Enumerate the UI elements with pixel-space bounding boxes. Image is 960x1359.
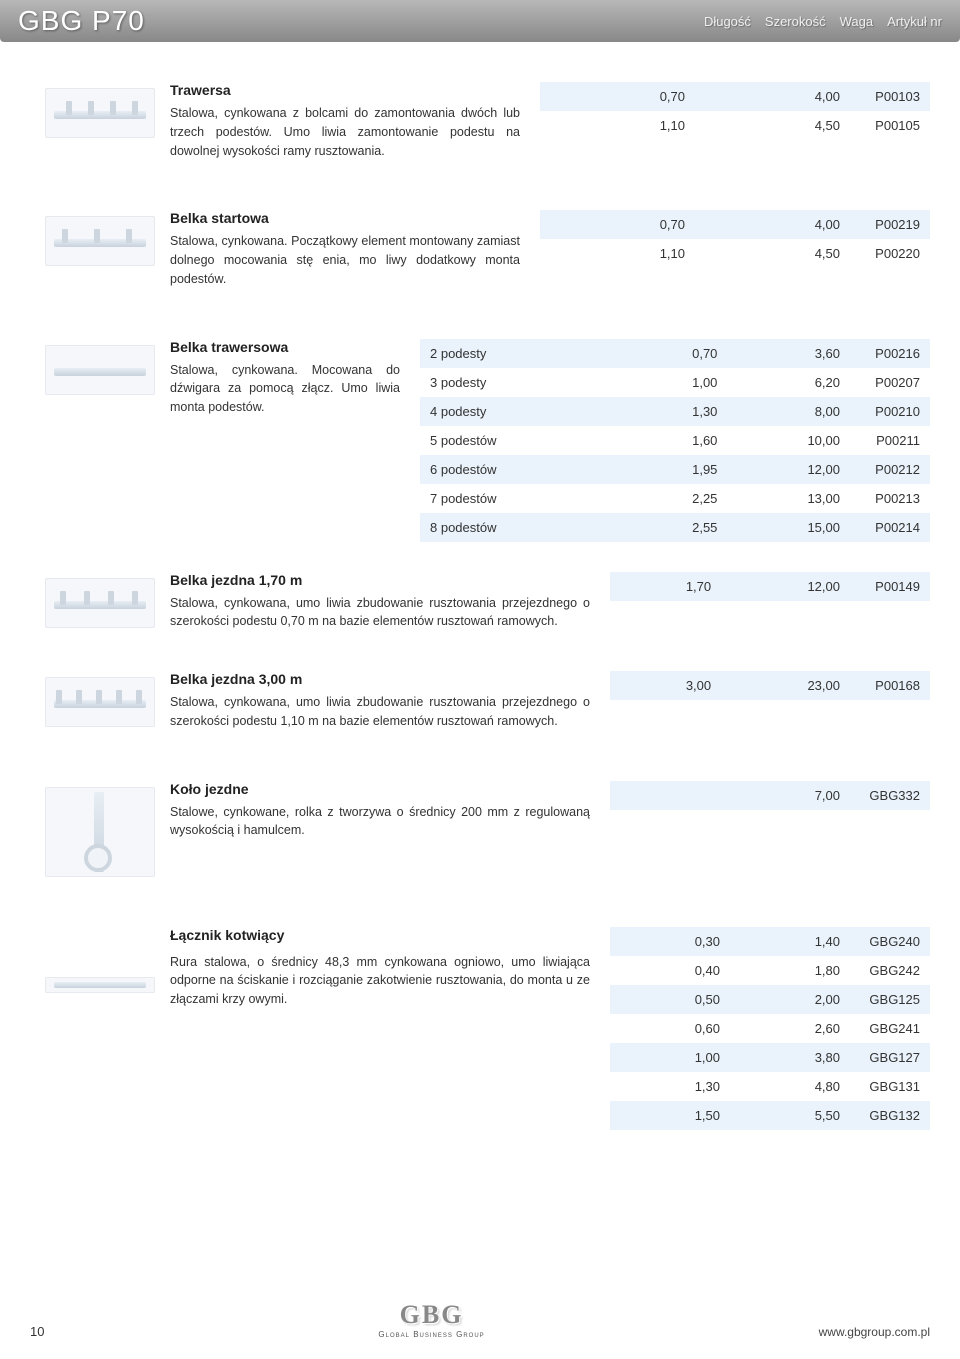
table-row: 0,401,80GBG242: [610, 956, 930, 985]
table-lacznik-kotwiacy: 0,301,40GBG240 0,401,80GBG242 0,502,00GB…: [610, 927, 930, 1130]
title-trawersa: Trawersa: [170, 82, 520, 98]
table-belka-trawersowa: 2 podesty0,703,60P00216 3 podesty1,006,2…: [420, 339, 930, 542]
section-belka-jezdna-300: Belka jezdna 3,00 m Stalowa, cynkowana, …: [30, 671, 930, 731]
table-belka-jezdna-300: 3,0023,00P00168: [610, 671, 930, 700]
header-columns: Długość Szerokość Waga Artykuł nr: [704, 14, 942, 29]
table-row: 7 podestów2,2513,00P00213: [420, 484, 930, 513]
title-belka-jezdna-170: Belka jezdna 1,70 m: [170, 572, 590, 588]
page-footer: 10 GBG Global Business Group www.gbgroup…: [0, 1300, 960, 1339]
section-belka-jezdna-170: Belka jezdna 1,70 m Stalowa, cynkowana, …: [30, 572, 930, 632]
table-row: 7,00GBG332: [610, 781, 930, 810]
table-row: 8 podestów2,5515,00P00214: [420, 513, 930, 542]
desc-belka-trawersowa: Stalowa, cynkowana. Mocowana do dźwigara…: [170, 361, 400, 417]
page-header: GBG P70 Długość Szerokość Waga Artykuł n…: [0, 0, 960, 42]
content-area: Trawersa Stalowa, cynkowana z bolcami do…: [0, 42, 960, 1130]
title-belka-jezdna-300: Belka jezdna 3,00 m: [170, 671, 590, 687]
title-belka-startowa: Belka startowa: [170, 210, 520, 226]
section-kolo-jezdne: Koło jezdne Stalowe, cynkowane, rolka z …: [30, 781, 930, 877]
table-row: 0,704,00P00103: [540, 82, 930, 111]
thumb-belka-trawersowa: [30, 339, 170, 542]
section-lacznik-kotwiacy: Łącznik kotwiący Rura stalowa, o średnic…: [30, 927, 930, 1130]
footer-url: www.gbgroup.com.pl: [819, 1325, 930, 1339]
table-row: 0,301,40GBG240: [610, 927, 930, 956]
thumb-kolo-jezdne: [30, 781, 170, 877]
section-belka-trawersowa: Belka trawersowa Stalowa, cynkowana. Moc…: [30, 339, 930, 542]
table-row: 1,104,50P00105: [540, 111, 930, 140]
title-belka-trawersowa: Belka trawersowa: [170, 339, 400, 355]
table-row: 6 podestów1,9512,00P00212: [420, 455, 930, 484]
table-row: 0,602,60GBG241: [610, 1014, 930, 1043]
table-row: 1,7012,00P00149: [610, 572, 930, 601]
desc-belka-jezdna-170: Stalowa, cynkowana, umo liwia zbudowanie…: [170, 594, 590, 632]
logo-subtitle: Global Business Group: [44, 1330, 818, 1339]
header-title: GBG P70: [18, 5, 145, 37]
table-row: 1,003,80GBG127: [610, 1043, 930, 1072]
thumb-belka-jezdna-170: [30, 572, 170, 632]
desc-belka-jezdna-300: Stalowa, cynkowana, umo liwia zbudowanie…: [170, 693, 590, 731]
desc-trawersa: Stalowa, cynkowana z bolcami do zamontow…: [170, 104, 520, 160]
thumb-belka-jezdna-300: [30, 671, 170, 731]
table-row: 3 podesty1,006,20P00207: [420, 368, 930, 397]
table-belka-startowa: 0,704,00P00219 1,104,50P00220: [540, 210, 930, 268]
desc-lacznik-kotwiacy: Rura stalowa, o średnicy 48,3 mm cynkowa…: [170, 953, 590, 1009]
table-row: 5 podestów1,6010,00P00211: [420, 426, 930, 455]
col-article: Artykuł nr: [887, 14, 942, 29]
title-lacznik-kotwiacy: Łącznik kotwiący: [170, 927, 590, 943]
table-row: 3,0023,00P00168: [610, 671, 930, 700]
table-row: 1,505,50GBG132: [610, 1101, 930, 1130]
col-length: Długość: [704, 14, 751, 29]
table-trawersa: 0,704,00P00103 1,104,50P00105: [540, 82, 930, 140]
table-row: 2 podesty0,703,60P00216: [420, 339, 930, 368]
desc-belka-startowa: Stalowa, cynkowana. Początkowy element m…: [170, 232, 520, 288]
table-row: 0,502,00GBG125: [610, 985, 930, 1014]
section-belka-startowa: Belka startowa Stalowa, cynkowana. Począ…: [30, 210, 930, 288]
table-row: 4 podesty1,308,00P00210: [420, 397, 930, 426]
table-row: 0,704,00P00219: [540, 210, 930, 239]
logo-text: GBG: [44, 1300, 818, 1330]
desc-kolo-jezdne: Stalowe, cynkowane, rolka z tworzywa o ś…: [170, 803, 590, 841]
col-weight: Waga: [840, 14, 873, 29]
title-kolo-jezdne: Koło jezdne: [170, 781, 590, 797]
section-trawersa: Trawersa Stalowa, cynkowana z bolcami do…: [30, 82, 930, 160]
table-belka-jezdna-170: 1,7012,00P00149: [610, 572, 930, 601]
table-row: 1,304,80GBG131: [610, 1072, 930, 1101]
thumb-trawersa: [30, 82, 170, 160]
table-row: 1,104,50P00220: [540, 239, 930, 268]
footer-logo: GBG Global Business Group: [44, 1300, 818, 1339]
table-kolo-jezdne: 7,00GBG332: [610, 781, 930, 810]
page-number: 10: [30, 1324, 44, 1339]
col-width: Szerokość: [765, 14, 826, 29]
thumb-belka-startowa: [30, 210, 170, 288]
thumb-lacznik-kotwiacy: [30, 927, 170, 1130]
